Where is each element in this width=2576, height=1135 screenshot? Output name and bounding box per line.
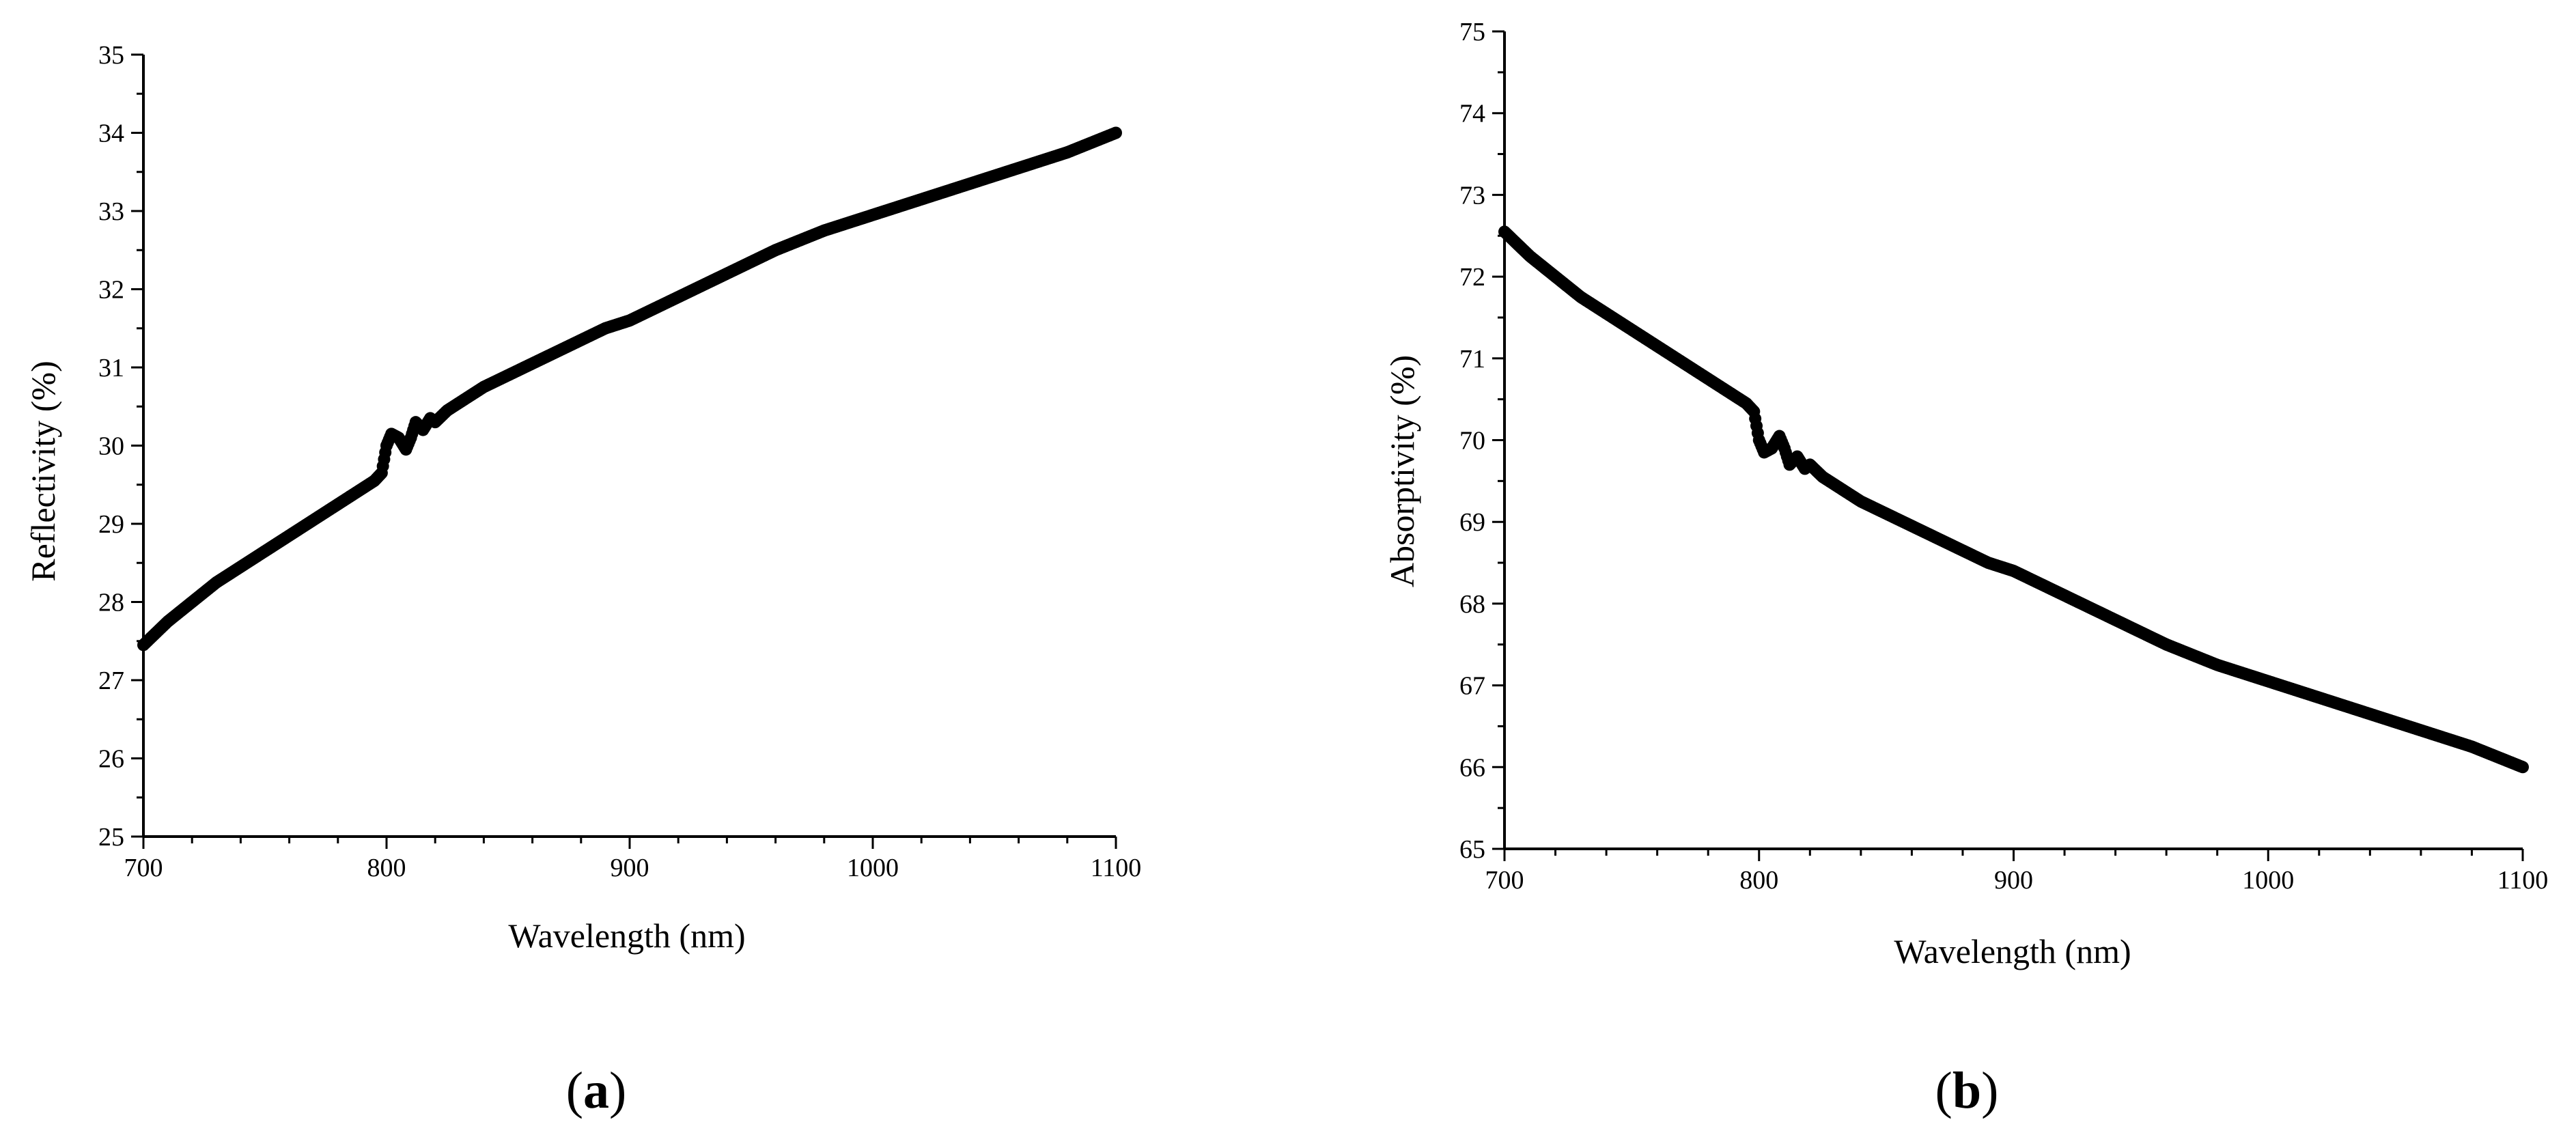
panel-label-a: (a)	[566, 1062, 627, 1119]
y-tick-label-a: 29	[98, 510, 124, 539]
panel-letter-b: b	[1952, 1062, 1981, 1119]
y-tick-label-b: 68	[1459, 590, 1485, 619]
y-tick-label-a: 35	[98, 41, 124, 70]
x-axis-title-b: Wavelength (nm)	[1894, 932, 2131, 970]
y-tick-label-a: 30	[98, 432, 124, 461]
y-tick-label-b: 66	[1459, 753, 1485, 782]
chart-panel-b: Wavelength (nm) Absorptivity (%) (b) 700…	[1383, 18, 2548, 1119]
y-tick-label-a: 32	[98, 276, 124, 305]
y-tick-label-b: 65	[1459, 835, 1485, 864]
interpolated-mark-a	[379, 446, 392, 459]
y-tick-label-a: 27	[98, 667, 124, 695]
panel-label-b: (b)	[1935, 1062, 1999, 1119]
interpolated-mark-b	[2515, 760, 2528, 773]
x-tick-label-b: 1000	[2242, 866, 2294, 895]
y-tick-label-a: 33	[98, 197, 124, 226]
y-tick-label-b: 71	[1459, 345, 1485, 374]
y-tick-label-a: 31	[98, 354, 124, 382]
y-tick-label-a: 25	[98, 823, 124, 852]
x-tick-label-a: 1100	[1091, 854, 1142, 882]
y-axis-title-b: Absorptivity (%)	[1383, 355, 1421, 587]
x-axis-title-a: Wavelength (nm)	[508, 916, 745, 955]
panel-letter-a: a	[583, 1062, 609, 1119]
y-tick-label-b: 72	[1459, 263, 1485, 292]
interpolated-mark-a	[1108, 127, 1121, 140]
x-tick-label-a: 1000	[847, 854, 899, 882]
x-tick-label-b: 800	[1739, 866, 1778, 895]
x-tick-label-b: 1100	[2497, 866, 2549, 895]
interpolated-mark-b	[1751, 427, 1764, 440]
y-tick-label-b: 69	[1459, 508, 1485, 537]
x-tick-label-b: 900	[1994, 866, 2033, 895]
y-tick-label-b: 74	[1459, 100, 1485, 128]
y-tick-label-b: 75	[1459, 18, 1485, 46]
x-tick-label-a: 700	[124, 854, 163, 882]
x-tick-label-a: 800	[367, 854, 406, 882]
x-tick-label-b: 700	[1485, 866, 1524, 895]
y-tick-label-a: 34	[98, 120, 124, 148]
y-tick-label-a: 28	[98, 589, 124, 617]
y-tick-label-b: 73	[1459, 181, 1485, 210]
y-tick-label-a: 26	[98, 745, 124, 774]
chart-panel-a: Wavelength (nm) Reflectivity (%) (a) 700…	[24, 41, 1141, 1119]
y-tick-label-b: 70	[1459, 427, 1485, 456]
x-tick-label-a: 900	[611, 854, 649, 882]
y-axis-title-a: Reflectivity (%)	[24, 361, 62, 582]
y-tick-label-b: 67	[1459, 672, 1485, 701]
